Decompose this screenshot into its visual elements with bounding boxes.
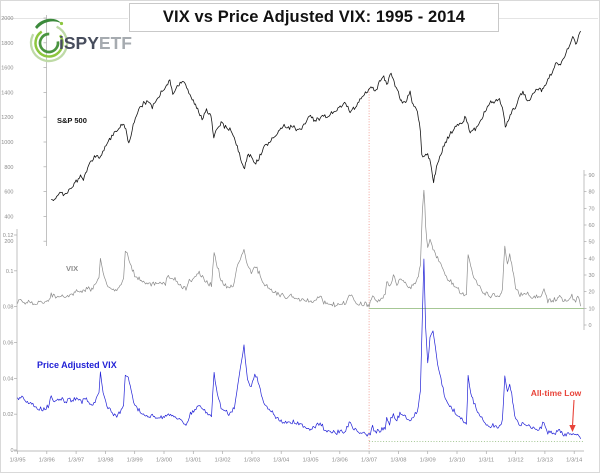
- pavix-tick-label: 0.02: [3, 412, 14, 418]
- vix-axis: 90 80 70 60 50 40 30 20 10 0: [583, 170, 595, 330]
- vix-tick-label: 30: [589, 273, 595, 279]
- logo-rings-icon: [29, 18, 69, 63]
- sp-tick-label: 1600: [1, 66, 13, 72]
- x-tick-label: 1/3/14: [566, 458, 583, 464]
- x-tick-label: 1/3/08: [390, 458, 406, 464]
- pavix-tick-label: 0.08: [3, 305, 14, 311]
- x-tick-label: 1/3/06: [332, 458, 348, 464]
- x-tick-label: 1/3/05: [302, 458, 318, 464]
- sp-tick-label: 1200: [1, 115, 13, 121]
- sp-tick-label: 1800: [1, 41, 13, 47]
- pavix-label: Price Adjusted VIX: [37, 360, 117, 370]
- sp500-line: [51, 30, 581, 201]
- pavix-tick-label: 0: [10, 448, 13, 454]
- vix-line: [17, 189, 581, 308]
- all-time-low-label: All-time Low: [531, 388, 582, 398]
- title-box: VIX vs Price Adjusted VIX: 1995 - 2014: [129, 3, 499, 32]
- vix-label: VIX: [66, 264, 78, 273]
- sp500-label: S&P 500: [57, 116, 87, 125]
- x-tick-label: 1/3/03: [244, 458, 260, 464]
- x-tick-label: 1/3/99: [127, 458, 143, 464]
- sp-axis: 2000 1800 1600 1400 1200 1000 800 600 400 200: [1, 15, 47, 246]
- sp-tick-label: 2000: [1, 16, 13, 22]
- pavix-tick-label: 0.04: [3, 376, 14, 382]
- x-tick-label: 1/3/01: [185, 458, 201, 464]
- logo-swoosh-icon: [35, 18, 61, 29]
- pavix-tick-label: 0.12: [3, 233, 14, 239]
- x-tick-label: 1/3/11: [478, 458, 494, 464]
- sp-tick-label: 800: [4, 165, 13, 171]
- vix-tick-label: 50: [589, 240, 595, 246]
- x-tick-label: 1/3/96: [39, 458, 55, 464]
- page-title: VIX vs Price Adjusted VIX: 1995 - 2014: [162, 8, 466, 26]
- vix-tick-label: 0: [589, 323, 592, 329]
- x-tick-label: 1/3/97: [68, 458, 84, 464]
- vix-tick-label: 70: [589, 206, 595, 212]
- pavix-line: [17, 258, 581, 440]
- vix-tick-label: 20: [589, 290, 595, 296]
- sp-tick-label: 1400: [1, 90, 13, 96]
- x-axis: 1/3/95 1/3/96 1/3/97 1/3/98 1/3/99 1/3/00 1/3/…: [9, 450, 584, 464]
- pavix-axis: 0.12 0.1 0.08 0.06 0.04 0.02 0: [3, 229, 18, 454]
- vix-tick-label: 60: [589, 223, 595, 229]
- x-tick-label: 1/3/04: [273, 458, 290, 464]
- logo-text: iSPYETF: [59, 33, 132, 53]
- all-time-low-arrow: [571, 399, 575, 427]
- vix-tick-label: 80: [589, 190, 595, 196]
- x-tick-label: 1/3/10: [449, 458, 465, 464]
- sp-tick-label: 200: [4, 239, 13, 245]
- x-tick-label: 1/3/98: [97, 458, 113, 464]
- x-tick-label: 1/3/07: [361, 458, 377, 464]
- sp-tick-label: 600: [4, 190, 13, 196]
- pavix-tick-label: 0.06: [3, 341, 14, 347]
- pavix-tick-label: 0.1: [6, 269, 14, 275]
- vix-tick-label: 10: [589, 306, 595, 312]
- x-tick-label: 1/3/09: [420, 458, 436, 464]
- x-tick-label: 1/3/12: [508, 458, 524, 464]
- vix-tick-label: 40: [589, 256, 595, 262]
- x-tick-label: 1/3/95: [9, 458, 25, 464]
- ispyetf-logo: iSPYETF: [26, 14, 138, 68]
- vix-tick-label: 90: [589, 173, 595, 179]
- sp-tick-label: 400: [4, 214, 13, 220]
- all-time-low-annotation: All-time Low: [531, 388, 582, 432]
- x-tick-label: 1/3/13: [537, 458, 553, 464]
- x-tick-label: 1/3/02: [215, 458, 231, 464]
- x-tick-label: 1/3/00: [156, 458, 172, 464]
- all-time-low-arrowhead: [569, 425, 576, 432]
- sp-tick-label: 1000: [1, 140, 13, 146]
